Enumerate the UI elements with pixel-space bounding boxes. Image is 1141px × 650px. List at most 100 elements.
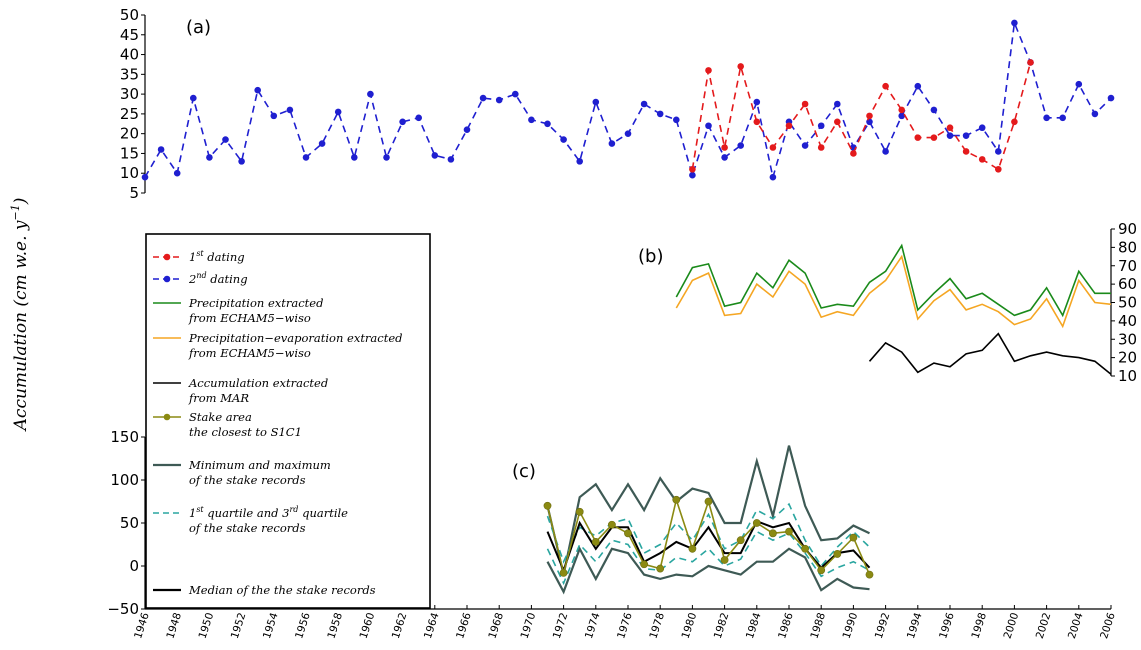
panel-a-data-point — [946, 124, 954, 132]
panel-b-series-precipitation — [675, 243, 1111, 318]
panel-a-y-tick-label: 5 — [129, 184, 139, 202]
panel-c-stake-point — [640, 560, 648, 569]
panel-a-data-point — [1059, 114, 1066, 122]
panel-a-data-point — [801, 142, 809, 149]
panel-c-x-tick-label: 1986 — [776, 611, 796, 640]
panel-a-y-tick-label: 30 — [120, 85, 139, 103]
panel-a-data-point — [914, 82, 922, 90]
panel-c-series-maximum — [546, 445, 870, 575]
panel-c-x-tick-label: 1998 — [969, 611, 989, 640]
panel-a-data-point — [286, 106, 294, 114]
panel-b-y-tick-label: 20 — [1118, 349, 1137, 367]
panel-a-data-point — [318, 140, 326, 147]
panel-a-data-point — [334, 108, 342, 116]
panel-c-x-tick-label: 1958 — [325, 611, 345, 640]
panel-c-stake-point — [543, 501, 552, 510]
panel-c-series-minimum — [546, 546, 870, 595]
panel-b-y-tick-label: 30 — [1118, 330, 1137, 348]
panel-a-data-point — [1011, 118, 1018, 126]
panel-c-x-tick-label: 1968 — [486, 611, 506, 640]
legend-label-part: st — [196, 505, 204, 514]
panel-c-stake-point — [785, 527, 793, 536]
panel-a-data-point — [141, 173, 149, 181]
panel-c-series-median — [546, 520, 871, 574]
legend-label-part: Precipitation−evaporation extracted — [188, 331, 403, 345]
legend-label-part: 2 — [188, 272, 196, 286]
legend-label-part: of the stake records — [189, 521, 306, 535]
legend-label-part: quartile — [298, 506, 348, 520]
panel-c-x-tick-label: 1960 — [358, 611, 378, 640]
panel-b-series-precip-evap — [675, 254, 1112, 329]
legend: 1st dating 2nd dating Precipitation extrac… — [145, 233, 431, 609]
panel-c-x-tick-label: 1972 — [551, 611, 571, 640]
panel-a-data-point — [721, 144, 728, 151]
legend-swatch-marker — [163, 413, 171, 421]
legend-label-part: quartile and 3 — [204, 506, 290, 520]
legend-item-second-dating: 2nd dating — [153, 271, 248, 286]
panel-c-stake-point — [704, 497, 713, 506]
panel-c-stake-point — [656, 564, 665, 573]
panel-a-y-tick-label: 20 — [120, 125, 139, 143]
panel-a-data-point — [383, 154, 390, 161]
legend-label: Precipitation extracted — [188, 296, 323, 310]
panel-a-data-point — [882, 82, 889, 90]
panel-a-data-point — [721, 154, 728, 161]
panel-c-stake-point — [833, 550, 842, 558]
panel-a-data-point — [173, 169, 181, 177]
panel-c-series-maximum-line — [546, 445, 870, 575]
panel-a-data-point — [866, 112, 873, 120]
panel-c-x-tick-label: 1982 — [712, 611, 732, 640]
panel-a-data-point — [624, 130, 632, 137]
panel-c-stake-point — [559, 568, 568, 577]
panel-c-x-tick-label: 1970 — [519, 611, 539, 640]
panel-a-y-tick-label: 35 — [120, 65, 139, 83]
y-axis-label-close: ) — [11, 198, 31, 206]
panel-c-stake-point — [801, 544, 809, 553]
panel-a-data-point — [898, 106, 905, 114]
panel-a-data-point — [495, 96, 503, 104]
panel-a-data-point — [898, 112, 905, 120]
panel-b-label: (b) — [638, 246, 663, 267]
panel-b-y-tick-label: 50 — [1118, 294, 1137, 312]
panel-a-data-point — [946, 132, 954, 139]
panel-a-y-tick-label: 10 — [120, 164, 139, 182]
legend-label-part: of the stake records — [189, 473, 306, 487]
panel-c-x-tick-label: 1956 — [293, 611, 313, 640]
panel-b-y-tick-label: 60 — [1118, 275, 1137, 293]
panel-c-stake-point — [591, 538, 600, 546]
panel-a-data-point — [608, 140, 616, 147]
panel-a-data-point — [930, 134, 938, 141]
panel-c-x-tick-label: 1992 — [873, 611, 893, 640]
panel-a-data-point — [351, 154, 358, 161]
panel-b-y-tick-label: 40 — [1118, 312, 1137, 330]
panel-a-data-point — [656, 110, 664, 118]
legend-item-median: Median of the the stake records — [153, 583, 376, 597]
legend-label-part: dating — [204, 250, 245, 264]
panel-a-y-tick-label: 50 — [120, 6, 139, 24]
panel-a-y-tick-label: 45 — [120, 26, 139, 44]
legend-label-part: the closest to S1C1 — [189, 425, 302, 439]
panel-a-data-point — [479, 94, 487, 102]
panel-a-data-point — [1043, 114, 1050, 122]
legend-label: Minimum and maximum — [188, 458, 331, 472]
panel-c-x-tick-label: 2006 — [1098, 611, 1118, 640]
panel-a-data-point — [463, 126, 471, 134]
panel-a-data-point — [995, 165, 1002, 173]
panel-c-stake-point — [865, 570, 874, 579]
panel-c-x-tick-label: 2002 — [1034, 611, 1054, 640]
legend-box — [145, 233, 431, 609]
panel-c-stake-point — [752, 519, 761, 527]
panel-a-data-point — [222, 136, 229, 143]
panel-a-data-point — [190, 94, 197, 102]
panel-a-data-point — [930, 106, 938, 114]
panel-c-stake-point — [849, 533, 858, 542]
legend-label-part: from ECHAM5−wiso — [188, 311, 311, 325]
panel-a-data-point — [254, 86, 261, 94]
legend-label-part: from ECHAM5−wiso — [188, 346, 311, 360]
legend-label-part: Precipitation extracted — [188, 296, 323, 310]
legend-label: 1st dating — [189, 249, 245, 264]
panel-c-x-tick-label: 1974 — [583, 611, 603, 640]
